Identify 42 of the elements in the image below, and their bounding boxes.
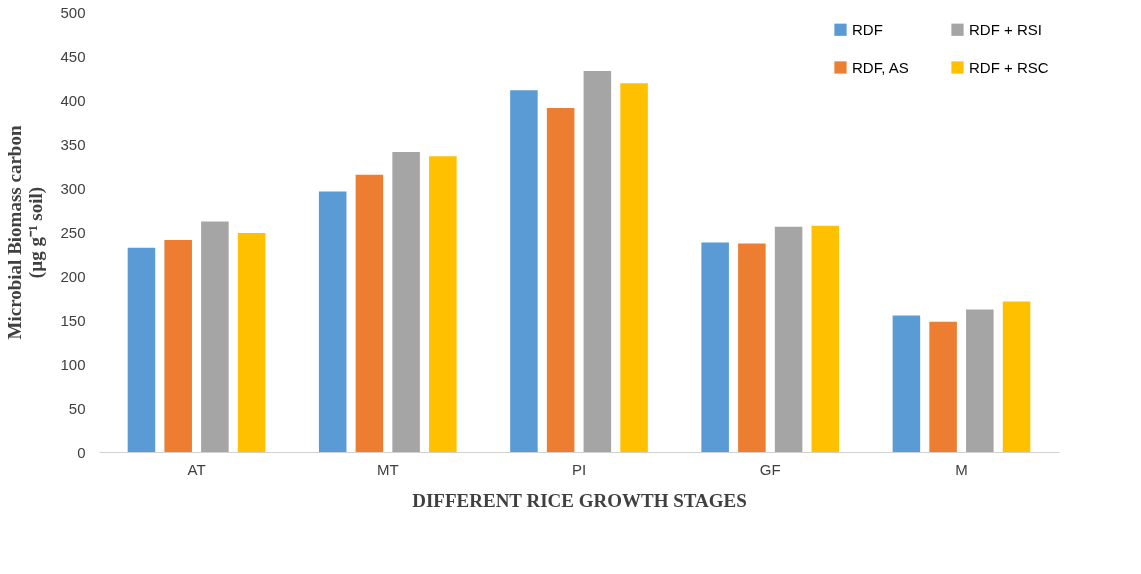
bar bbox=[164, 239, 192, 452]
x-tick-label: MT bbox=[376, 460, 399, 478]
bar bbox=[237, 232, 266, 452]
y-tick-label: 200 bbox=[60, 267, 86, 285]
bar bbox=[892, 315, 921, 452]
bar bbox=[1002, 301, 1031, 452]
bar bbox=[429, 156, 457, 452]
bar bbox=[318, 191, 347, 452]
legend-label: RDF bbox=[852, 20, 883, 38]
y-tick-label: 450 bbox=[60, 47, 86, 65]
bar bbox=[546, 107, 575, 452]
legend-label: RDF + RSC bbox=[969, 58, 1049, 76]
bar bbox=[774, 226, 803, 452]
legend-label: RDF + RSI bbox=[969, 20, 1042, 38]
y-tick-label: 300 bbox=[60, 179, 86, 197]
bar bbox=[355, 174, 384, 452]
bar bbox=[738, 243, 766, 452]
bar bbox=[701, 242, 729, 452]
y-tick-label: 0 bbox=[77, 443, 86, 461]
y-tick-label: 400 bbox=[60, 91, 86, 109]
x-tick-label: GF bbox=[759, 460, 781, 478]
x-tick-label: M bbox=[955, 460, 968, 478]
bar bbox=[127, 247, 156, 452]
bar bbox=[392, 151, 420, 452]
bar bbox=[811, 225, 840, 452]
x-tick-label: AT bbox=[187, 460, 206, 478]
bar bbox=[929, 321, 957, 452]
y-axis-title: Microbial Biomass carbon (µg g⁻¹ soil) bbox=[4, 125, 48, 340]
y-tick-label: 50 bbox=[68, 399, 86, 417]
y-tick-label: 350 bbox=[60, 135, 86, 153]
y-tick-label: 100 bbox=[60, 355, 86, 373]
x-tick-label: PI bbox=[571, 460, 587, 478]
bar bbox=[510, 90, 538, 452]
bar bbox=[966, 309, 994, 452]
y-tick-label: 500 bbox=[60, 3, 86, 21]
legend-label: RDF, AS bbox=[852, 58, 909, 76]
y-tick-label: 150 bbox=[60, 311, 86, 329]
y-tick-label: 250 bbox=[60, 223, 86, 241]
x-axis-title: DIFFERENT RICE GROWTH STAGES bbox=[412, 489, 747, 511]
bar bbox=[583, 70, 612, 452]
bar bbox=[201, 221, 229, 452]
bar bbox=[620, 83, 648, 452]
